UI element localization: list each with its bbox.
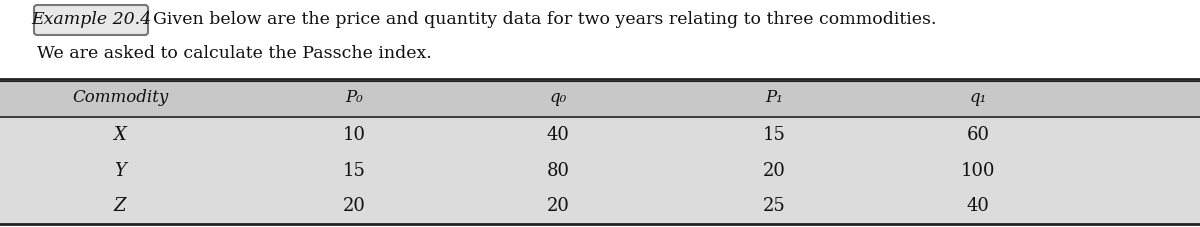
Text: Commodity: Commodity: [72, 89, 168, 106]
Text: 15: 15: [342, 161, 366, 180]
Text: P₀: P₀: [346, 89, 362, 106]
Text: P₁: P₁: [766, 89, 782, 106]
Text: Z: Z: [114, 197, 126, 215]
Text: 15: 15: [762, 126, 786, 144]
Text: 60: 60: [966, 126, 990, 144]
Text: We are asked to calculate the Passche index.: We are asked to calculate the Passche in…: [37, 45, 432, 62]
FancyBboxPatch shape: [34, 5, 148, 35]
Text: 25: 25: [763, 197, 785, 215]
Bar: [0, 79, 1200, 224]
Text: 20: 20: [762, 161, 786, 180]
Text: Given below are the price and quantity data for two years relating to three comm: Given below are the price and quantity d…: [154, 12, 936, 29]
Text: 10: 10: [342, 126, 366, 144]
Text: 20: 20: [342, 197, 366, 215]
Text: Example 20.4: Example 20.4: [31, 12, 151, 29]
Text: 80: 80: [546, 161, 570, 180]
Text: 40: 40: [546, 126, 570, 144]
Text: q₁: q₁: [970, 89, 986, 106]
Text: 40: 40: [966, 197, 990, 215]
Text: Y: Y: [114, 161, 126, 180]
Text: X: X: [114, 126, 126, 144]
Bar: [0, 79, 1200, 117]
Text: 20: 20: [546, 197, 570, 215]
Text: q₀: q₀: [550, 89, 566, 106]
Text: 100: 100: [961, 161, 995, 180]
